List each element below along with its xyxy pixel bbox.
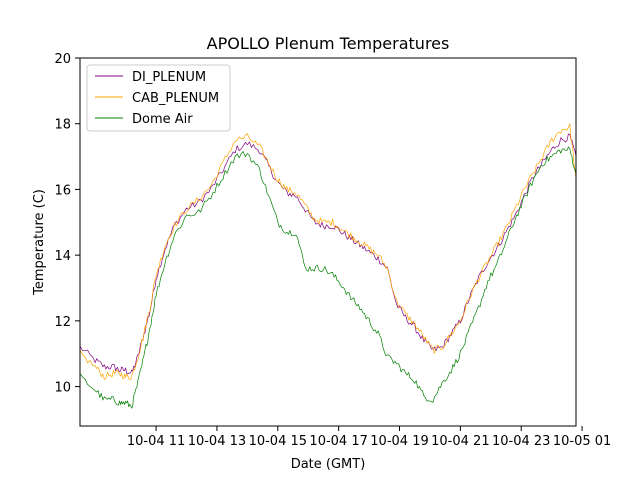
y-axis-label: Temperature (C) bbox=[32, 189, 47, 296]
legend-label: DI_PLENUM bbox=[132, 70, 206, 85]
y-axis: 10 12 14 16 18 20 bbox=[54, 52, 80, 396]
x-axis-label: Date (GMT) bbox=[291, 457, 366, 472]
x-tick-label: 10-04 23 bbox=[492, 434, 550, 449]
series-line-dome-air bbox=[80, 146, 576, 409]
y-tick-label: 18 bbox=[54, 118, 71, 133]
series-layer bbox=[80, 123, 576, 409]
x-tick-label: 10-04 19 bbox=[370, 434, 428, 449]
legend-label: Dome Air bbox=[132, 112, 193, 127]
x-axis: 10-04 11 10-04 13 10-04 15 10-04 17 10-04 19… bbox=[127, 426, 611, 449]
x-tick-label: 10-04 17 bbox=[309, 434, 367, 449]
y-tick-label: 20 bbox=[54, 52, 71, 67]
x-tick-label: 10-04 15 bbox=[249, 434, 307, 449]
y-tick-label: 12 bbox=[54, 315, 71, 330]
x-tick-label: 10-04 21 bbox=[431, 434, 489, 449]
legend-label: CAB_PLENUM bbox=[132, 91, 219, 106]
x-tick-label: 10-04 11 bbox=[127, 434, 185, 449]
legend: DI_PLENUM CAB_PLENUM Dome Air bbox=[86, 64, 231, 132]
series-line-cab-plenum bbox=[80, 123, 576, 381]
y-tick-label: 10 bbox=[54, 381, 71, 396]
y-tick-label: 16 bbox=[54, 183, 71, 198]
chart-title: APOLLO Plenum Temperatures bbox=[207, 34, 450, 53]
y-tick-label: 14 bbox=[54, 249, 71, 264]
x-tick-label: 10-05 01 bbox=[553, 434, 611, 449]
x-tick-label: 10-04 13 bbox=[188, 434, 246, 449]
plot-frame bbox=[79, 57, 577, 427]
legend-box bbox=[86, 64, 231, 132]
